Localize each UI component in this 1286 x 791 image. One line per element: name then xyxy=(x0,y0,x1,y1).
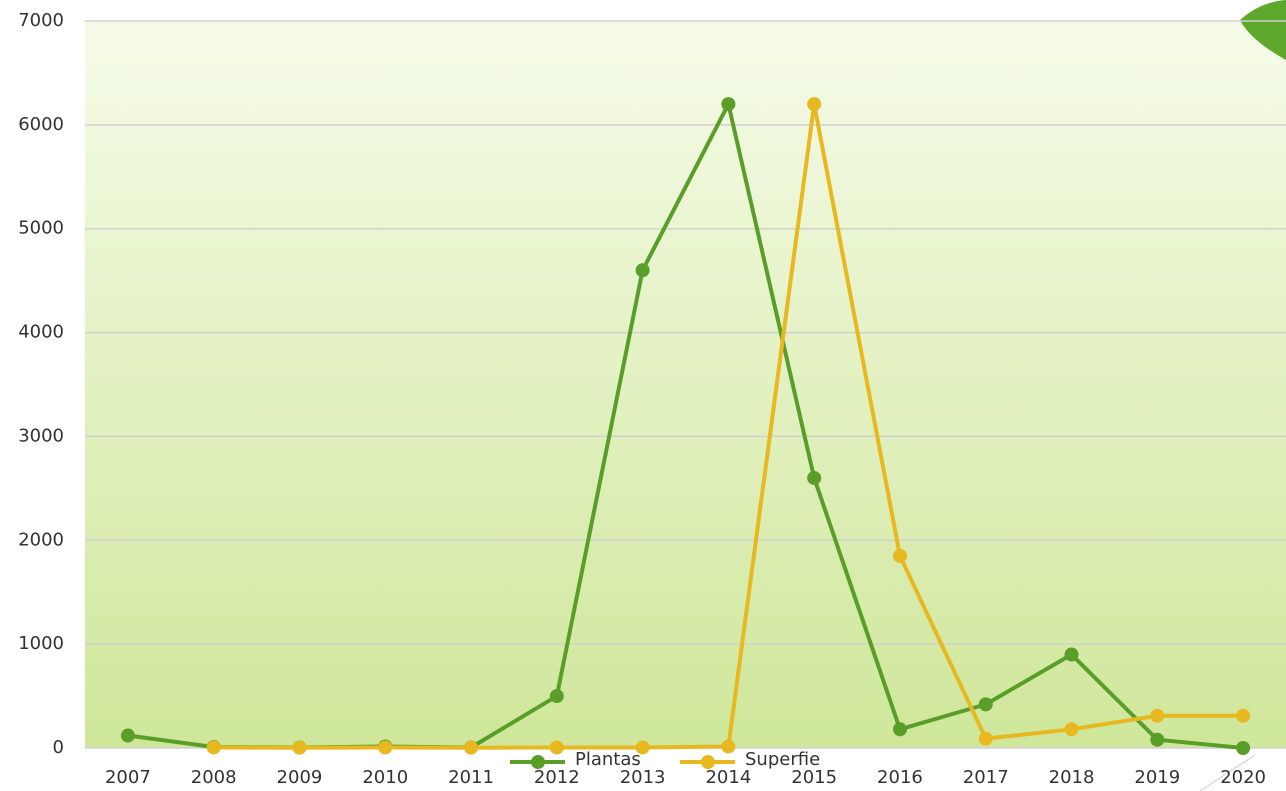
x-tick-label: 2009 xyxy=(277,767,323,788)
x-tick-label: 2011 xyxy=(448,767,494,788)
legend-label: Plantas xyxy=(575,749,641,770)
y-tick-label: 6000 xyxy=(18,114,64,135)
point xyxy=(636,263,650,277)
point xyxy=(807,97,821,111)
point xyxy=(807,471,821,485)
point xyxy=(550,740,564,754)
legend-marker xyxy=(701,755,715,769)
x-tick-label: 2017 xyxy=(963,767,1009,788)
point xyxy=(721,739,735,753)
y-tick-label: 2000 xyxy=(18,529,64,550)
chart: 0 1000 2000 3000 4000 5000 6000 7000 2007 2008 200… xyxy=(0,0,1286,791)
x-tick-label: 2018 xyxy=(1049,767,1095,788)
y-tick-label: 3000 xyxy=(18,425,64,446)
page: {"chart_data": {"type": "line", "categor… xyxy=(0,0,1286,791)
point xyxy=(893,722,907,736)
x-tick-label: 2010 xyxy=(362,767,408,788)
x-tick-label: 2019 xyxy=(1134,767,1180,788)
x-tick-label: 2012 xyxy=(534,767,580,788)
x-tick-label: 2015 xyxy=(791,767,837,788)
point xyxy=(121,729,135,743)
y-tick-label: 5000 xyxy=(18,218,64,239)
point xyxy=(1236,709,1250,723)
y-tick-label: 1000 xyxy=(18,633,64,654)
point xyxy=(464,741,478,755)
point xyxy=(1150,733,1164,747)
plot-background xyxy=(85,21,1286,748)
point xyxy=(979,732,993,746)
y-tick-label: 0 xyxy=(53,737,64,758)
y-tick-label: 7000 xyxy=(18,10,64,31)
point xyxy=(893,549,907,563)
y-tick-label: 4000 xyxy=(18,322,64,343)
point xyxy=(292,741,306,755)
legend-label: Superfie xyxy=(745,749,820,770)
x-tick-label: 2007 xyxy=(105,767,151,788)
point xyxy=(721,97,735,111)
legend-marker xyxy=(531,755,545,769)
point xyxy=(1236,741,1250,755)
point xyxy=(550,689,564,703)
point xyxy=(1065,648,1079,662)
x-tick-label: 2020 xyxy=(1220,767,1266,788)
x-tick-label: 2014 xyxy=(705,767,751,788)
point xyxy=(378,740,392,754)
x-tick-label: 2013 xyxy=(620,767,666,788)
point xyxy=(979,697,993,711)
x-tick-label: 2016 xyxy=(877,767,923,788)
x-tick-label: 2008 xyxy=(191,767,237,788)
point xyxy=(1065,722,1079,736)
point xyxy=(1150,709,1164,723)
point xyxy=(207,740,221,754)
